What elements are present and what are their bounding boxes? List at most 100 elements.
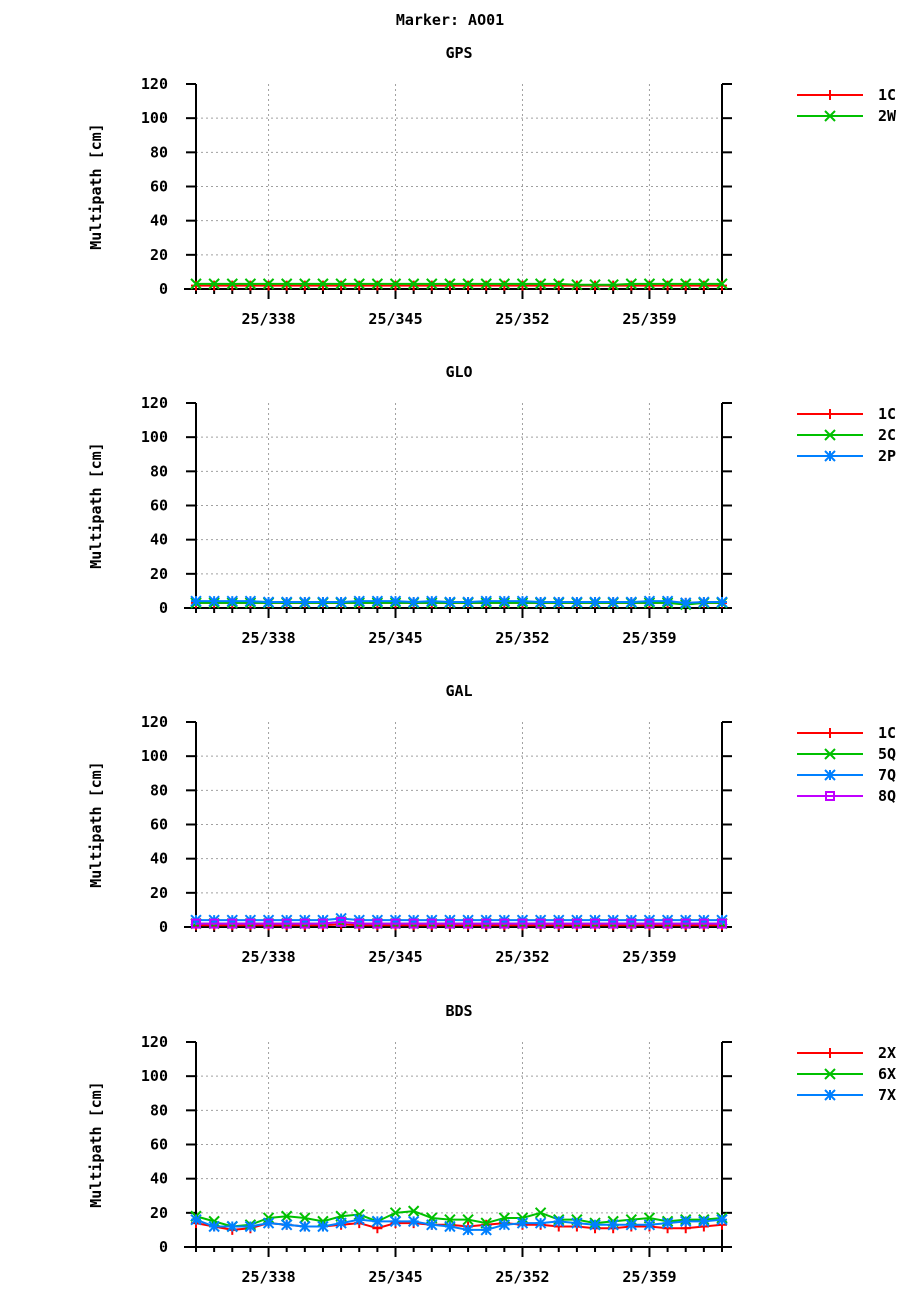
legend-item: 2X [797, 1044, 896, 1062]
data-point [516, 1212, 529, 1224]
y-tick-label: 80 [150, 143, 168, 161]
data-point [389, 595, 402, 607]
data-point [607, 279, 619, 291]
y-tick-label: 20 [150, 884, 168, 902]
data-point [498, 595, 511, 607]
data-point [299, 596, 311, 608]
data-point [716, 278, 728, 290]
data-point [190, 595, 202, 607]
data-point [716, 1213, 728, 1226]
data-point [281, 280, 292, 291]
data-point [608, 918, 619, 929]
data-point [407, 278, 420, 290]
y-tick-label: 100 [141, 747, 168, 765]
y-tick-label: 60 [150, 178, 168, 196]
data-point [462, 596, 474, 608]
data-point [680, 918, 691, 929]
data-point [553, 280, 564, 291]
y-tick-label: 120 [141, 1033, 168, 1051]
y-tick-label: 120 [141, 75, 168, 93]
series-7x [190, 1213, 728, 1236]
y-tick-label: 20 [150, 246, 168, 264]
x-tick-label: 25/338 [241, 310, 295, 328]
legend-marker [824, 110, 836, 122]
legend-marker [824, 769, 836, 781]
legend-item: 1C [797, 724, 896, 742]
data-point [262, 1212, 275, 1224]
legend-marker [825, 90, 835, 100]
y-axis-label: Multipath [cm] [87, 442, 105, 568]
legend-marker [824, 429, 836, 441]
y-tick-label: 100 [141, 109, 168, 127]
data-point [553, 278, 565, 290]
figure-title: Marker: AO01 [396, 11, 504, 29]
data-point [371, 1215, 384, 1228]
data-point [661, 278, 674, 290]
data-point [662, 280, 673, 291]
data-point [462, 1224, 474, 1236]
legend-item: 1C [797, 405, 896, 423]
y-tick-label: 80 [150, 462, 168, 480]
data-point [335, 278, 347, 290]
legend-marker [825, 791, 835, 801]
data-point [389, 1215, 402, 1228]
data-point [317, 918, 328, 929]
data-point [499, 918, 510, 929]
data-point [407, 1215, 420, 1228]
data-point [245, 280, 256, 291]
data-point [626, 918, 637, 929]
x-tick-label: 25/359 [622, 1268, 676, 1286]
data-point [517, 918, 528, 929]
data-point [226, 1220, 238, 1233]
data-point [698, 1215, 710, 1228]
legend-item: 7X [797, 1086, 896, 1104]
x-tick-label: 25/352 [495, 629, 549, 647]
data-point [209, 918, 220, 929]
data-point [426, 918, 437, 929]
legend-label: 7Q [878, 766, 896, 784]
series-line [196, 282, 722, 286]
data-point [353, 1208, 365, 1221]
legend-marker [825, 409, 835, 419]
y-tick-label: 0 [159, 1238, 168, 1256]
legend-label: 1C [878, 724, 896, 742]
data-point [553, 596, 565, 608]
data-point [644, 918, 655, 929]
legend-label: 1C [878, 86, 896, 104]
legend-marker [824, 748, 836, 760]
panel-title: BDS [445, 1002, 472, 1020]
data-point [444, 918, 455, 929]
data-point [553, 918, 564, 929]
data-point [335, 1217, 347, 1229]
data-point [372, 918, 383, 929]
x-tick-label: 25/359 [622, 948, 676, 966]
data-point [463, 280, 474, 291]
data-point [191, 280, 201, 291]
y-tick-label: 60 [150, 497, 168, 515]
data-point [534, 1207, 547, 1219]
data-point [353, 595, 365, 607]
series-2w [190, 278, 728, 291]
panel-title: GPS [445, 44, 472, 62]
data-point [408, 918, 419, 929]
data-point [625, 1219, 638, 1231]
data-point [571, 1217, 583, 1229]
data-point [517, 280, 528, 291]
data-point [280, 1210, 293, 1222]
data-point [371, 595, 384, 607]
data-point [589, 1219, 601, 1231]
data-point [680, 278, 692, 290]
legend-marker [824, 450, 836, 462]
data-point [208, 595, 220, 607]
x-tick-label: 25/352 [495, 1268, 549, 1286]
data-point [317, 278, 329, 290]
legend-item: 1C [797, 86, 896, 104]
x-tick-label: 25/345 [368, 948, 422, 966]
data-point [226, 278, 238, 290]
y-tick-label: 40 [150, 212, 168, 230]
data-point [662, 918, 673, 929]
data-point [499, 280, 510, 291]
data-point [191, 918, 201, 929]
data-point [317, 1215, 329, 1228]
data-point [625, 596, 638, 608]
